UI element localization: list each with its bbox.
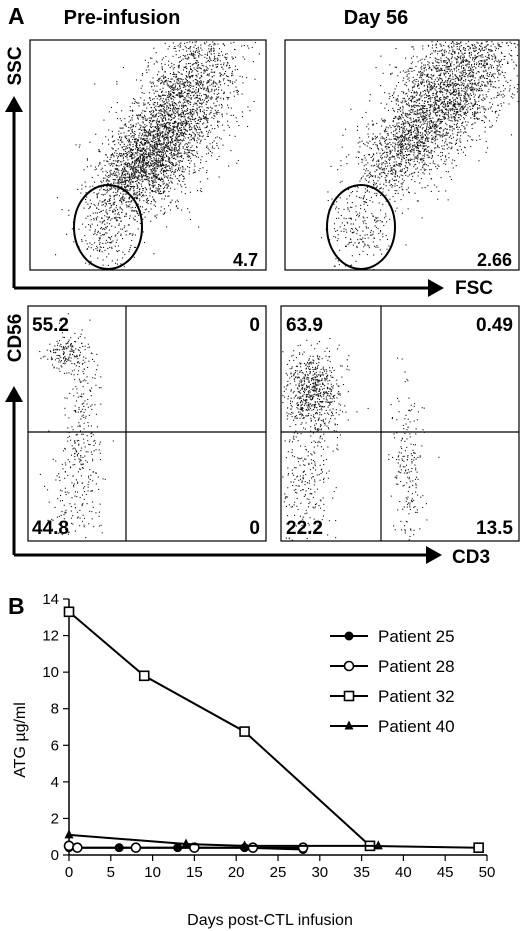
cd56-axis-label: CD56 — [5, 314, 26, 363]
data-point-patient-28 — [297, 842, 309, 853]
x-tick-label: 35 — [353, 864, 370, 881]
fsc-axis-label: FSC — [455, 278, 493, 299]
quadrant-dots-day56 — [282, 338, 440, 541]
atg-line-chart: 0 5 10 15 20 25 30 35 40 45 50 0 2 4 6 8 10 12 14 — [42, 591, 495, 881]
x-tick-label: 40 — [395, 864, 412, 881]
data-point-patient-40 — [181, 838, 191, 848]
quad-pre-lr: 0 — [249, 518, 260, 539]
legend-label-patient-28: Patient 28 — [378, 657, 455, 676]
quad-day56-ur: 0.49 — [476, 315, 513, 336]
data-point-patient-28 — [63, 840, 75, 852]
y-tick-label: 0 — [51, 847, 59, 864]
data-point-patient-28 — [130, 842, 142, 853]
quad-pre-ur: 0 — [249, 315, 260, 336]
ssc-axis-label: SSC — [5, 46, 26, 85]
x-axis-label: Days post-CTL infusion — [187, 912, 353, 929]
gate-value-pre: 4.7 — [233, 250, 258, 270]
quad-day56-lr: 13.5 — [476, 518, 513, 539]
data-point-patient-40 — [240, 840, 250, 850]
data-point-patient-32 — [473, 842, 484, 853]
x-tick-label: 15 — [186, 864, 203, 881]
y-tick-label: 2 — [51, 810, 59, 827]
quadrant-dots-pre — [39, 313, 114, 539]
x-tick-label: 0 — [65, 864, 73, 881]
y-tick-label: 6 — [51, 737, 59, 754]
series-patient-40 — [64, 829, 383, 850]
legend-label-patient-40: Patient 40 — [378, 717, 455, 736]
x-tick-label: 50 — [479, 864, 496, 881]
panel-a-label: A — [8, 3, 25, 29]
quadrant-plot-pre — [27, 305, 267, 542]
x-tick-label: 20 — [228, 864, 245, 881]
quad-pre-ul: 55.2 — [32, 315, 69, 336]
col-title-pre: Pre-infusion — [64, 7, 181, 29]
chart-axes: 0 5 10 15 20 25 30 35 40 45 50 0 2 4 6 8 10 12 14 — [42, 591, 495, 881]
data-point-patient-32 — [239, 726, 250, 737]
data-point-patient-32 — [63, 606, 75, 618]
panel-b-label: B — [8, 593, 25, 619]
x-tick-label: 45 — [437, 864, 454, 881]
legend-marker-patient-25 — [344, 631, 354, 641]
legend-marker-patient-32 — [343, 690, 355, 702]
legend-label-patient-32: Patient 32 — [378, 687, 455, 706]
y-tick-label: 8 — [51, 701, 59, 718]
data-point-patient-28 — [189, 842, 200, 853]
legend-marker-patient-28 — [343, 660, 355, 672]
data-point-patient-32 — [138, 670, 150, 682]
legend-item-patient-40: Patient 40 — [330, 717, 455, 736]
quadrant-axes — [5, 386, 442, 564]
series-line-patient-40 — [68, 833, 379, 847]
cd3-axis-label: CD3 — [452, 547, 490, 568]
legend-item-patient-25: Patient 25 — [330, 627, 455, 646]
y-tick-label: 14 — [42, 591, 59, 608]
y-tick-label: 12 — [42, 628, 59, 645]
col-title-day56: Day 56 — [344, 7, 409, 29]
x-tick-label: 30 — [311, 864, 328, 881]
legend-label-patient-25: Patient 25 — [378, 627, 455, 646]
quad-pre-ll: 44.8 — [32, 518, 69, 539]
lymphocyte-gate-day56 — [326, 184, 396, 270]
scatter-dots-pre — [55, 41, 260, 268]
y-tick-label: 10 — [42, 664, 59, 681]
y-axis-label: ATG µg/ml — [12, 702, 29, 778]
lymphocyte-gate-pre — [73, 184, 143, 270]
x-tick-label: 10 — [144, 864, 161, 881]
scatter-dots-day56 — [321, 41, 519, 270]
scatter-axes — [5, 96, 444, 297]
scatter-plot-pre — [29, 39, 267, 271]
data-point-patient-40 — [373, 840, 383, 850]
series-patient-28 — [63, 840, 309, 853]
data-point-patient-40 — [64, 829, 74, 839]
x-tick-label: 5 — [107, 864, 115, 881]
x-tick-label: 25 — [270, 864, 287, 881]
quadrant-plot-day56 — [280, 305, 520, 542]
quad-day56-ll: 22.2 — [286, 518, 323, 539]
quad-day56-ul: 63.9 — [286, 315, 323, 336]
data-point-patient-28 — [72, 842, 83, 853]
gate-value-day56: 2.66 — [477, 250, 512, 270]
y-tick-label: 4 — [51, 774, 59, 791]
scatter-plot-day56 — [284, 39, 520, 271]
legend-item-patient-32: Patient 32 — [330, 687, 455, 706]
legend-item-patient-28: Patient 28 — [330, 657, 455, 676]
chart-legend: Patient 25 Patient 28 Patient 32 Patient 40 — [330, 627, 455, 736]
data-point-patient-28 — [247, 842, 259, 853]
legend-marker-patient-40 — [344, 720, 354, 730]
